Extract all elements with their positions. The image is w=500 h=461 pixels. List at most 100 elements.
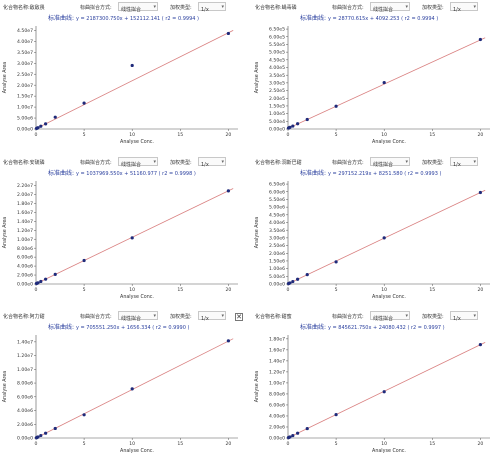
data-point xyxy=(82,413,86,417)
standard-curve-label: 标准曲线: xyxy=(300,170,328,177)
y-tick-label: 1.50e5 xyxy=(269,104,285,110)
calibration-chart: 0.00e0 5.00e6 1.00e7 1.50e7 2.00e7 2.50e7 3.00… xyxy=(2,26,238,145)
chevron-down-icon: ▾ xyxy=(405,4,408,10)
fit-method-select[interactable]: 线性拟合 ▾ xyxy=(370,157,410,168)
data-point xyxy=(130,387,134,391)
calibration-panel: 化合物名称:阿力甜 标曲拟合方式: 线性拟合 ▾ 加权类型: 1/x ▾ ✕ 标准曲线: y =… xyxy=(0,309,250,461)
data-point xyxy=(305,117,309,122)
data-point xyxy=(39,433,43,438)
close-icon[interactable]: ✕ xyxy=(235,313,243,321)
data-point xyxy=(478,190,482,195)
y-tick-label: 0.00e0 xyxy=(269,127,285,133)
y-tick-label: 5.00e5 xyxy=(269,50,285,56)
data-point xyxy=(44,122,48,126)
y-tick-label: 2.00e6 xyxy=(269,425,285,431)
fit-method-select[interactable]: 线性拟合 ▾ xyxy=(118,157,158,168)
x-axis-title: Analyse Conc. xyxy=(120,139,154,145)
data-point xyxy=(305,273,309,277)
x-tick-label: 20 xyxy=(225,132,231,138)
x-axis-title: Analyse Conc. xyxy=(120,448,154,454)
data-point xyxy=(226,189,230,193)
y-tick-label: 2.00e6 xyxy=(17,422,33,428)
calibration-panel: 化合物名称:敌敌畏 标曲拟合方式: 线性拟合 ▾ 加权类型: 1/x ▾ 标准曲线: y = … xyxy=(0,0,250,152)
weight-type-value: 1/x xyxy=(453,162,461,168)
x-tick-label: 0 xyxy=(35,441,38,447)
fit-method-select[interactable]: 线性拟合 ▾ xyxy=(118,2,158,13)
weight-type-value: 1/x xyxy=(201,162,209,168)
data-point xyxy=(226,339,230,343)
y-tick-label: 2.00e6 xyxy=(17,273,33,279)
panel-header: 化合物名称:甜蜜 标曲拟合方式: 线性拟合 ▾ 加权类型: 1/x ▾ xyxy=(252,310,500,322)
standard-curve-label: 标准曲线: xyxy=(48,15,76,22)
y-tick-label: 2.00e6 xyxy=(269,251,285,257)
weight-type-label: 加权类型: xyxy=(422,314,444,320)
y-tick-label: 1.40e7 xyxy=(17,339,33,345)
data-point xyxy=(334,104,338,108)
compound-label: 化合物名称:甜蜜 xyxy=(255,314,292,320)
chevron-down-icon: ▾ xyxy=(221,313,224,319)
equation-text: y = 297152.219x + 8251.580 ( r2 = 0.9993… xyxy=(327,171,442,177)
weight-type-select[interactable]: 1/x ▾ xyxy=(198,311,226,322)
y-tick-label: 0.00e0 xyxy=(269,436,285,442)
y-tick-label: 6.00e6 xyxy=(269,189,285,195)
y-tick-label: 1.00e7 xyxy=(269,381,285,387)
y-tick-label: 1.50e6 xyxy=(269,259,285,265)
fit-method-select[interactable]: 线性拟合 ▾ xyxy=(370,311,410,322)
x-tick-label: 5 xyxy=(335,132,338,138)
y-tick-label: 0.00e0 xyxy=(17,282,33,288)
weight-type-select[interactable]: 1/x ▾ xyxy=(450,2,478,13)
x-axis-title: Analyse Conc. xyxy=(372,139,406,145)
compound-label: 化合物名称:洞斯巴甜 xyxy=(255,160,302,166)
data-point xyxy=(296,277,300,281)
y-tick-label: 6.50e6 xyxy=(269,182,285,188)
x-tick-label: 20 xyxy=(477,132,483,138)
weight-type-value: 1/x xyxy=(453,7,461,13)
x-tick-label: 10 xyxy=(381,441,387,447)
x-tick-label: 10 xyxy=(129,287,135,293)
equation-text: y = 1037969.550x + 51160.977 ( r2 = 0.99… xyxy=(75,171,196,177)
weight-type-select[interactable]: 1/x ▾ xyxy=(198,2,226,13)
data-point xyxy=(382,236,386,240)
panel-header: 化合物名称:阿力甜 标曲拟合方式: 线性拟合 ▾ 加权类型: 1/x ▾ xyxy=(0,310,250,322)
equation-text: y = 28770.615x + 4092.253 ( r2 = 0.9994 … xyxy=(327,16,439,22)
x-tick-label: 0 xyxy=(287,287,290,293)
calibration-panel: 化合物名称:安硫磷 标曲拟合方式: 线性拟合 ▾ 加权类型: 1/x ▾ 标准曲线: y = … xyxy=(0,155,250,307)
equation-text: y = 2187300.750x + 152112.141 ( r2 = 0.9… xyxy=(75,16,199,22)
x-tick-label: 10 xyxy=(129,132,135,138)
fit-line xyxy=(35,188,234,285)
weight-type-value: 1/x xyxy=(453,316,461,322)
panel-header: 化合物名称:蝇毒磷 标曲拟合方式: 线性拟合 ▾ 加权类型: 1/x ▾ xyxy=(252,1,500,13)
y-tick-label: 2.00e5 xyxy=(269,96,285,102)
weight-type-select[interactable]: 1/x ▾ xyxy=(450,311,478,322)
y-tick-label: 4.00e5 xyxy=(269,65,285,71)
y-tick-label: 3.50e6 xyxy=(269,228,285,234)
fit-method-value: 线性拟合 xyxy=(373,162,394,168)
fit-method-select[interactable]: 线性拟合 ▾ xyxy=(370,2,410,13)
y-tick-label: 4.50e5 xyxy=(269,57,285,63)
y-tick-label: 8.00e6 xyxy=(17,381,33,387)
x-tick-label: 5 xyxy=(335,287,338,293)
y-axis-title: Analyse Area xyxy=(2,62,8,94)
x-tick-label: 15 xyxy=(429,441,435,447)
fit-method-select[interactable]: 线性拟合 ▾ xyxy=(118,311,158,322)
x-axis-title: Analyse Conc. xyxy=(372,294,406,300)
y-tick-label: 4.50e6 xyxy=(269,212,285,218)
x-axis-title: Analyse Conc. xyxy=(120,294,154,300)
x-tick-label: 20 xyxy=(477,287,483,293)
fit-line xyxy=(287,37,486,129)
weight-type-select[interactable]: 1/x ▾ xyxy=(450,157,478,168)
y-tick-label: 4.50e7 xyxy=(17,28,33,34)
standard-curve-equation: 标准曲线: y = 28770.615x + 4092.253 ( r2 = 0… xyxy=(300,13,439,22)
y-tick-label: 0.00e0 xyxy=(269,282,285,288)
x-tick-label: 0 xyxy=(35,287,38,293)
weight-type-select[interactable]: 1/x ▾ xyxy=(198,157,226,168)
y-tick-label: 0.00e0 xyxy=(17,127,33,133)
y-tick-label: 2.20e7 xyxy=(17,183,33,189)
chevron-down-icon: ▾ xyxy=(153,313,156,319)
x-tick-label: 20 xyxy=(477,441,483,447)
y-axis-title: Analyse Area xyxy=(254,217,260,249)
y-tick-label: 2.50e5 xyxy=(269,88,285,94)
compound-label: 化合物名称:安硫磷 xyxy=(3,160,45,166)
